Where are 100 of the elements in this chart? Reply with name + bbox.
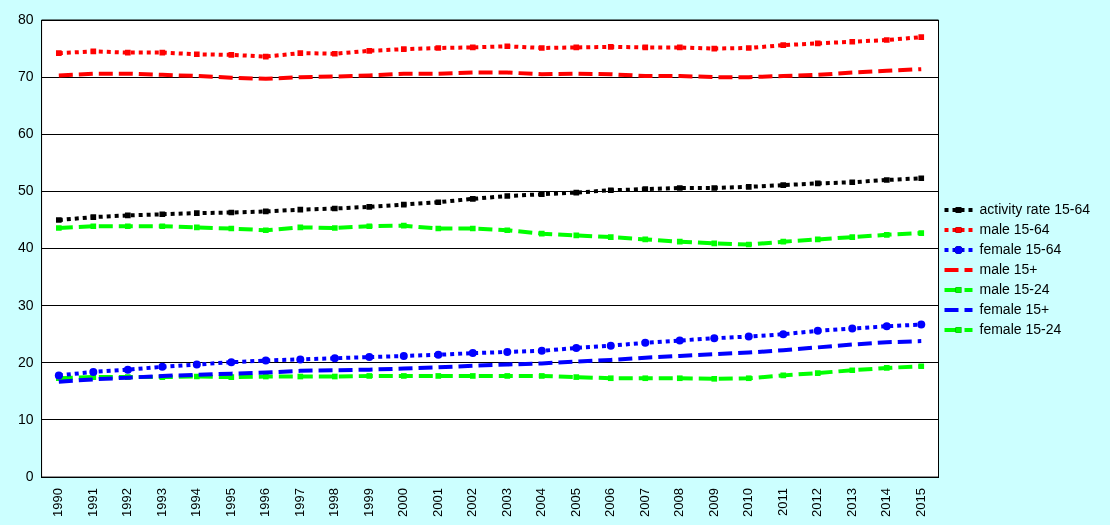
point [331,225,338,231]
y-tick-label: 80 [17,10,34,27]
point [814,236,821,243]
legend-label: female 15+ [979,300,1050,317]
point [848,324,857,333]
point [504,373,511,379]
point [641,338,650,347]
x-tick-label: 1996 [257,488,273,517]
point [228,225,235,232]
x-tick-label: 2010 [740,488,756,517]
point [90,48,97,55]
x-tick-label: 1992 [119,488,135,517]
legend-label: activity rate 15-64 [979,200,1091,217]
point [780,182,787,188]
point [297,224,304,231]
point [883,232,890,238]
y-tick-label: 30 [17,296,34,313]
point [54,371,63,380]
point [779,330,788,339]
point [642,375,649,382]
point [435,373,442,379]
point [573,374,580,380]
point [883,365,890,371]
x-tick-label: 1991 [84,488,100,517]
point [123,365,132,374]
x-tick-label: 2002 [464,488,480,517]
x-tick-label: 2015 [912,488,928,517]
point [124,212,131,219]
point [607,375,614,382]
point [711,375,718,382]
x-tick-label: 1995 [222,488,238,517]
point [400,46,407,52]
point [676,238,683,245]
x-tick-label: 2012 [809,488,825,517]
x-tick-label: 2011 [774,488,790,517]
point [262,53,269,60]
point [469,44,476,51]
point [400,201,407,208]
line-series [56,67,924,81]
legend-label: male 15-64 [979,220,1050,237]
point [814,40,821,47]
y-tick-label: 40 [17,239,34,256]
x-tick-label: 2000 [395,488,411,517]
point [55,225,62,231]
x-tick-label: 1990 [50,488,66,517]
point [814,180,821,187]
point [297,50,304,56]
point [780,42,787,48]
point [918,363,925,370]
point [159,49,166,56]
point [435,225,442,232]
x-tick-label: 2009 [705,488,721,517]
point [503,347,512,356]
point [124,49,131,56]
point [745,184,752,190]
point [193,210,200,216]
point [331,205,338,212]
point [538,191,545,198]
point [573,189,580,196]
point [296,355,305,364]
x-tick-label: 2013 [843,488,859,517]
legend-label: female 15-24 [979,320,1062,337]
point [366,204,373,210]
legend-label: female 15-64 [979,240,1062,257]
point [538,230,545,237]
point [538,45,545,51]
point [159,223,166,230]
point [711,45,718,52]
point [849,179,856,186]
y-tick-label: 70 [17,67,34,84]
point [55,50,62,56]
point [297,206,304,213]
point [572,343,581,352]
point [918,175,925,182]
point [55,217,62,223]
point [642,186,649,192]
point [849,234,856,240]
point [883,37,890,43]
y-tick-label: 20 [17,353,34,370]
point [607,44,614,50]
point [676,44,683,51]
point [297,373,304,380]
point [365,353,374,362]
point [849,38,856,45]
point [192,360,201,369]
x-tick-label: 1993 [153,488,169,517]
point [435,45,442,51]
point [399,351,408,360]
y-tick-label: 50 [17,182,34,199]
x-tick-label: 2008 [671,488,687,517]
x-tick-label: 1994 [188,488,204,517]
point [607,234,614,240]
legend-label: male 15-24 [979,280,1050,297]
point [849,367,856,374]
point [744,332,753,341]
point [573,232,580,239]
point [814,370,821,376]
point [780,238,787,245]
point [882,322,891,331]
x-tick-label: 2007 [636,488,652,517]
